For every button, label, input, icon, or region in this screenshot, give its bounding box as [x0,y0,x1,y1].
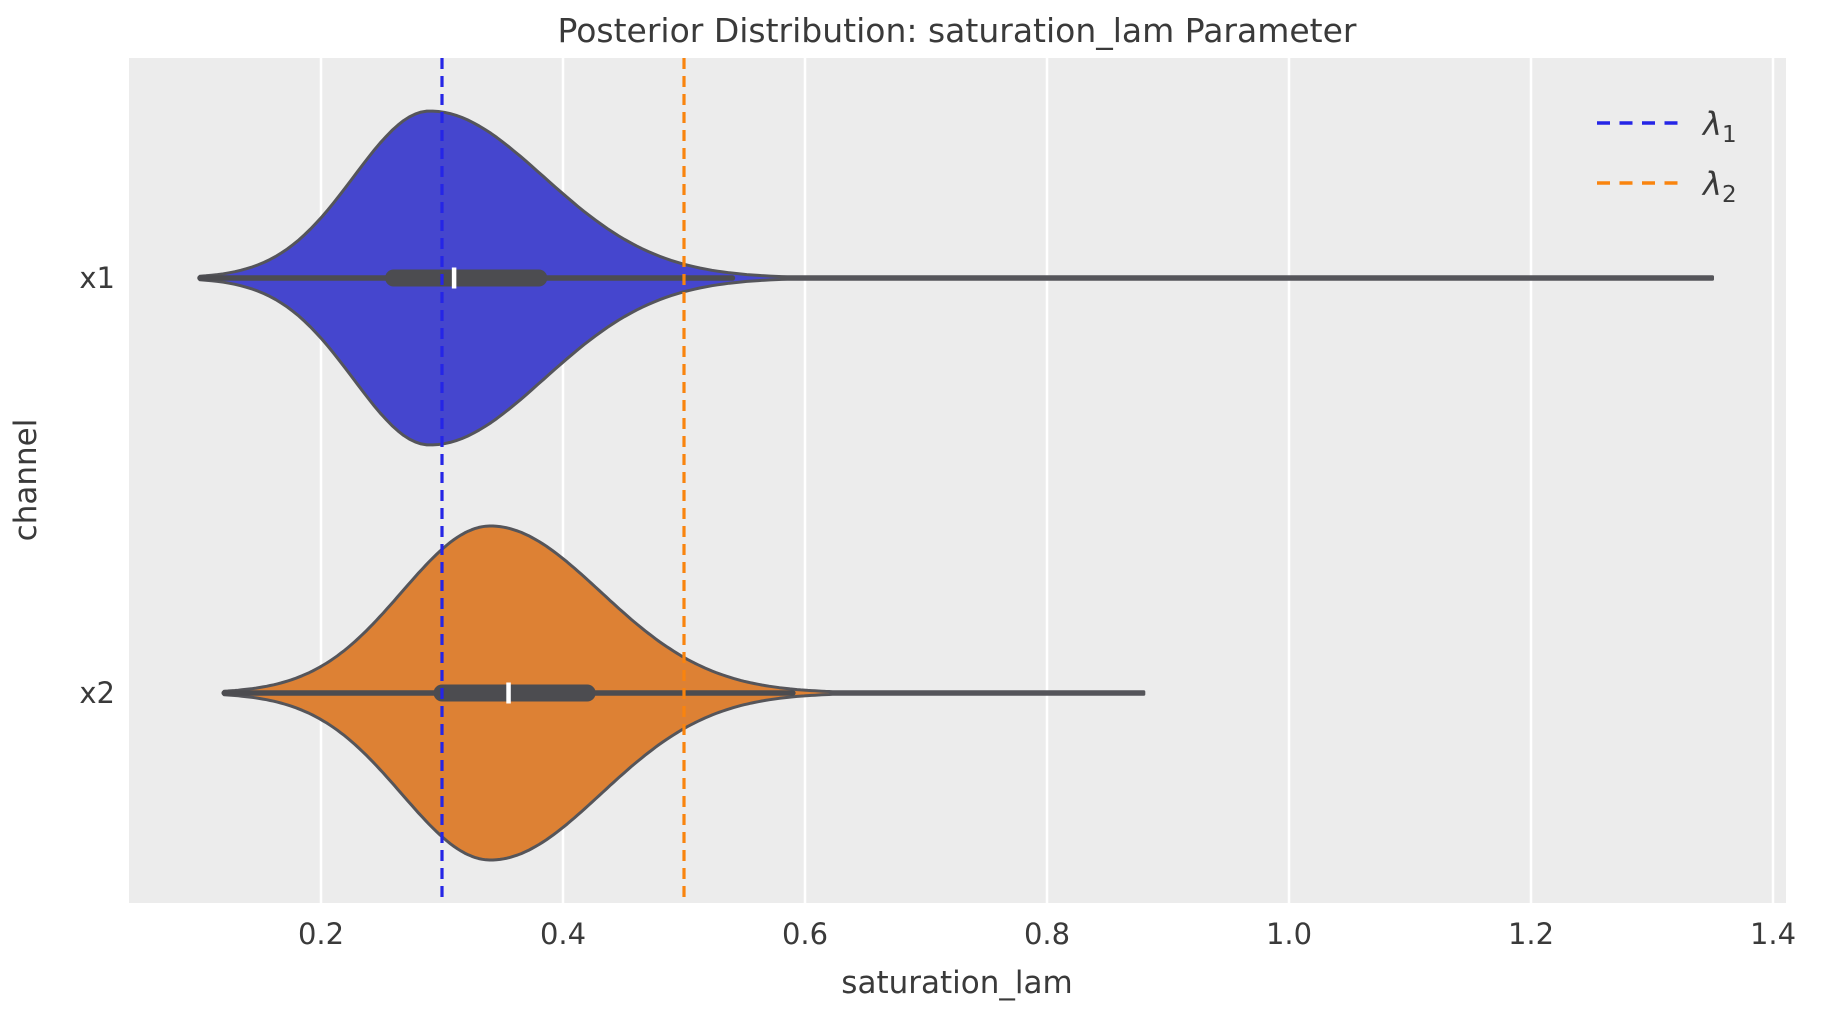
y-tick-labels: x1 x2 [79,261,115,710]
legend-label-lambda-2: λ2 [1701,165,1737,208]
x-tick-0.8: 0.8 [1024,917,1070,951]
x-tick-labels: 0.2 0.4 0.6 0.8 1.0 1.2 1.4 [298,917,1796,951]
y-tick-x1: x1 [79,261,115,295]
legend-label-lambda-1: λ1 [1701,105,1737,148]
x-tick-0.4: 0.4 [540,917,586,951]
reference-lines [440,58,686,903]
x-tick-1.0: 1.0 [1266,917,1312,951]
y-axis-label: channel [8,419,44,542]
y-tick-x2: x2 [79,676,115,710]
chart-title: Posterior Distribution: saturation_lam P… [558,11,1357,50]
violin-x1 [198,109,1714,447]
x-axis-label: saturation_lam [841,965,1072,1001]
x-tick-1.2: 1.2 [1508,917,1554,951]
x-tick-1.4: 1.4 [1750,917,1796,951]
x-tick-0.2: 0.2 [298,917,344,951]
x-tick-0.6: 0.6 [782,917,828,951]
